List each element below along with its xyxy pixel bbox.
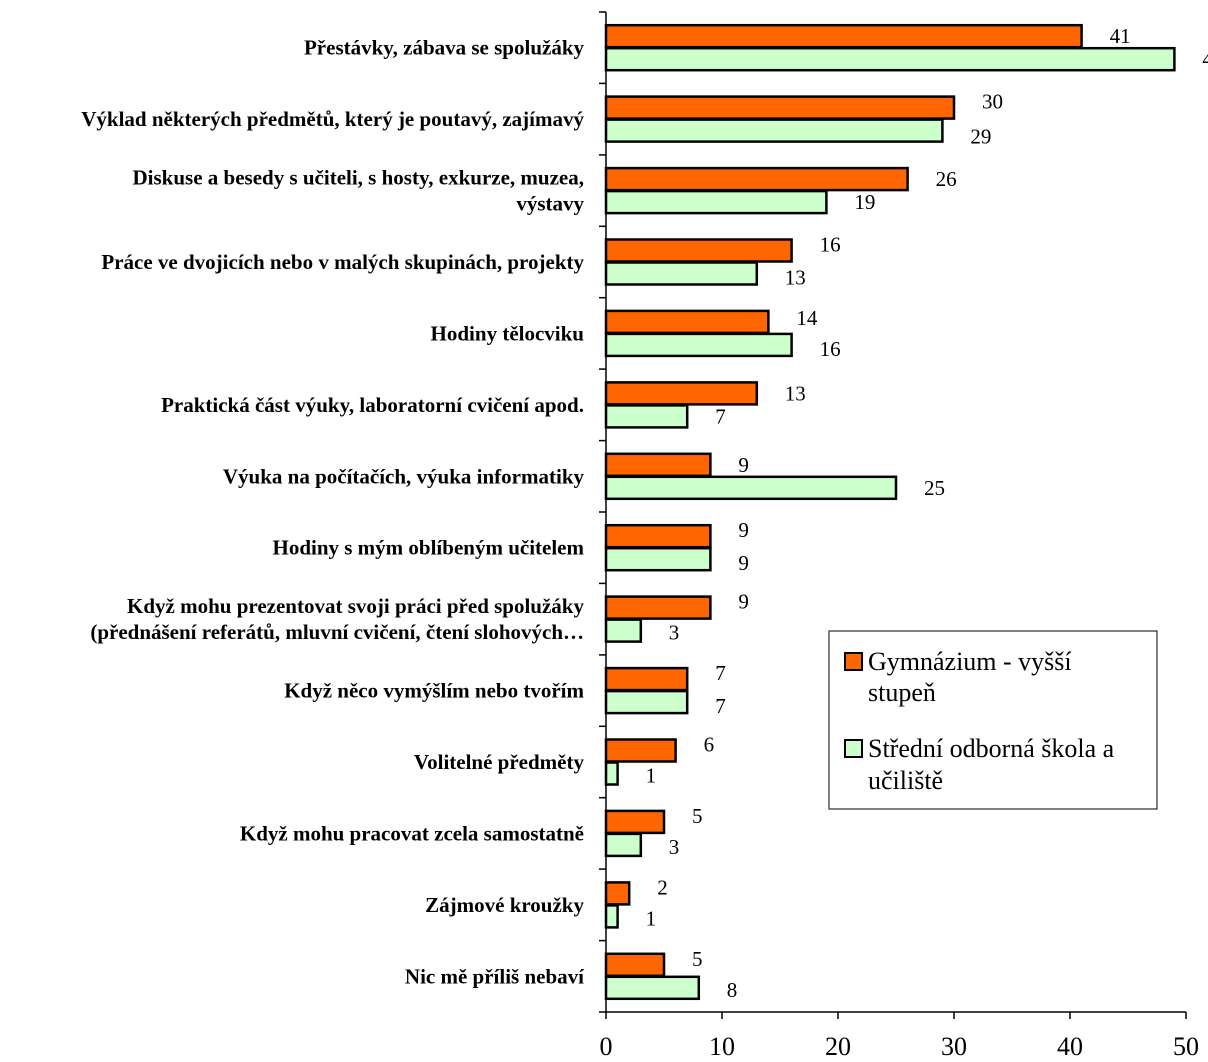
value-label-gymnazium: 7 <box>715 661 726 685</box>
value-label-gymnazium: 26 <box>936 167 957 191</box>
value-label-sos: 19 <box>854 190 875 214</box>
bar-gymnazium <box>604 309 770 335</box>
category-label: Výklad některých předmětů, který je pout… <box>81 107 584 131</box>
value-label-gymnazium: 5 <box>692 947 703 971</box>
category-label: Přestávky, zábava se spolužáky <box>304 36 585 60</box>
value-label-sos: 25 <box>924 476 945 500</box>
legend-label-sos: Střední odborná škola a učiliště <box>868 734 1115 795</box>
bar-sos <box>604 975 701 1001</box>
bar-sos <box>604 261 759 286</box>
legend-swatch-sos <box>844 739 863 758</box>
value-label-gymnazium: 9 <box>738 590 749 614</box>
value-label-sos: 1 <box>646 906 657 930</box>
category-label: Hodiny s mým oblíbeným učitelem <box>272 536 584 560</box>
legend-box <box>828 630 1158 810</box>
axes-layer: 0 10 20 30 40 50 <box>599 11 1199 1061</box>
value-label-gymnazium: 2 <box>657 875 668 899</box>
x-tick-label: 0 <box>600 1032 613 1061</box>
x-tick-label: 20 <box>825 1032 851 1061</box>
value-label-gymnazium: 9 <box>738 518 749 542</box>
value-label-gymnazium: 16 <box>820 233 841 257</box>
bar-sos <box>604 761 619 786</box>
bar-sos <box>604 689 689 715</box>
bar-sos <box>604 332 793 358</box>
value-labels-layer: 4149302926191613141613792599937761532158 <box>646 24 1208 1002</box>
category-label: Nic mě příliš nebaví <box>405 964 585 988</box>
bar-gymnazium <box>604 381 759 406</box>
value-label-sos: 49 <box>1202 47 1208 71</box>
category-label: Praktická část výuky, laboratorní cvičen… <box>161 393 584 417</box>
value-label-sos: 3 <box>669 621 680 645</box>
category-label: Když mohu prezentovat svoji práci před s… <box>90 594 584 644</box>
bar-gymnazium <box>604 809 666 835</box>
legend-swatch-gymnazium <box>844 652 863 671</box>
category-label: Když mohu pracovat zcela samostatně <box>240 821 584 845</box>
bar-gymnazium <box>604 738 677 763</box>
value-label-sos: 9 <box>738 551 749 575</box>
value-label-sos: 7 <box>715 404 726 428</box>
x-tick-label: 30 <box>941 1032 967 1061</box>
bar-gymnazium <box>604 95 956 120</box>
bars-layer <box>604 23 1176 1001</box>
legend: Gymnázium - vyšší stupeň Střední odborná š… <box>828 630 1158 810</box>
value-label-gymnazium: 30 <box>982 90 1003 114</box>
category-label: Diskuse a besedy s učiteli, s hosty, exk… <box>133 166 585 216</box>
bar-gymnazium <box>604 666 689 692</box>
x-tick-label: 40 <box>1057 1032 1083 1061</box>
bar-gymnazium <box>604 881 631 906</box>
category-label: Hodiny tělocviku <box>431 321 585 345</box>
value-label-gymnazium: 5 <box>692 804 703 828</box>
value-label-sos: 7 <box>715 694 726 718</box>
x-tick-label: 10 <box>709 1032 735 1061</box>
bar-sos <box>604 46 1176 72</box>
value-label-sos: 3 <box>669 835 680 859</box>
value-label-gymnazium: 9 <box>738 453 749 477</box>
bar-sos <box>604 475 898 501</box>
x-tick-label: 50 <box>1173 1032 1199 1061</box>
bar-gymnazium <box>604 166 909 192</box>
bar-sos <box>604 189 828 215</box>
legend-label-gymnazium: Gymnázium - vyšší stupeň <box>868 647 1072 707</box>
value-label-sos: 1 <box>646 764 657 788</box>
bar-sos <box>604 832 643 858</box>
bar-sos <box>604 404 689 429</box>
bar-sos <box>604 118 944 143</box>
value-label-sos: 13 <box>785 266 806 290</box>
bar-gymnazium <box>604 595 712 620</box>
bar-gymnazium <box>604 238 793 263</box>
value-label-sos: 29 <box>970 125 991 149</box>
category-label: Práce ve dvojicích nebo v malých skupiná… <box>101 250 584 274</box>
bar-gymnazium <box>604 452 712 478</box>
category-label: Volitelné předměty <box>414 750 585 774</box>
category-labels-layer: Přestávky, zábava se spolužáky Výklad něk… <box>81 36 585 989</box>
bar-sos <box>604 618 643 643</box>
bar-gymnazium <box>604 23 1083 49</box>
value-label-gymnazium: 41 <box>1110 24 1131 48</box>
category-label: Výuka na počítačích, výuka informatiky <box>223 464 585 488</box>
bar-sos <box>604 904 619 929</box>
bar-sos <box>604 546 712 572</box>
value-label-gymnazium: 13 <box>785 381 806 405</box>
category-label: Zájmové kroužky <box>425 893 584 917</box>
value-label-sos: 16 <box>820 337 841 361</box>
bar-gymnazium <box>604 523 712 549</box>
bar-gymnazium <box>604 952 666 978</box>
value-label-gymnazium: 14 <box>796 306 818 330</box>
value-label-sos: 8 <box>727 978 738 1002</box>
value-label-gymnazium: 6 <box>704 733 715 757</box>
category-label: Když něco vymýšlím nebo tvořím <box>284 679 584 703</box>
